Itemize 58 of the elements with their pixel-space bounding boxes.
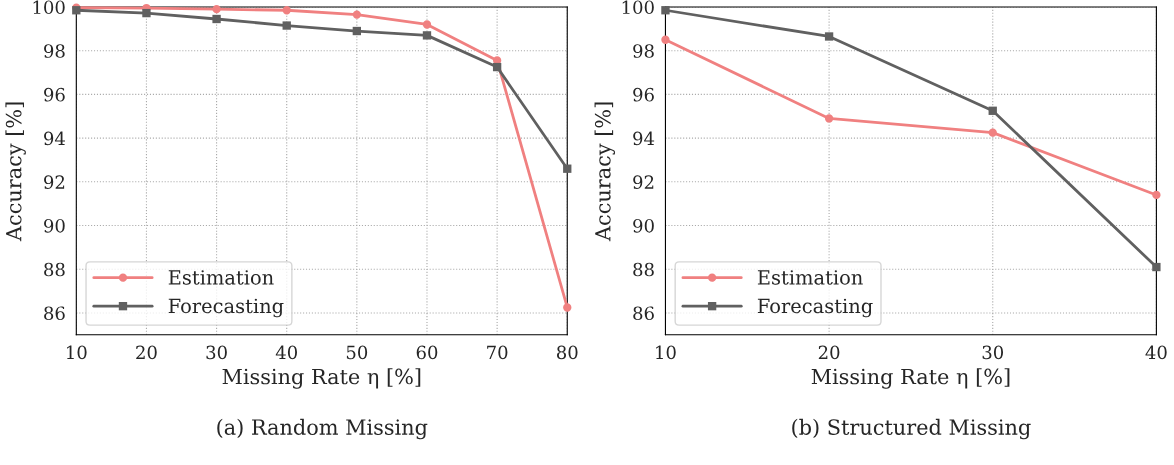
point: [824, 32, 834, 41]
x-tick-label: 80: [556, 345, 578, 360]
text: (b) Structured Missing: [792, 418, 1031, 440]
y-tick-label: 100: [33, 0, 65, 15]
point: [212, 14, 221, 24]
text: (a) Random Missing: [217, 418, 428, 440]
x-tick-label: 30: [206, 345, 227, 360]
y-tick-label: 94: [44, 131, 65, 146]
y-tick-label: 94: [633, 131, 655, 146]
point: [282, 21, 291, 30]
point: [282, 6, 291, 15]
y-tick-label: 86: [44, 306, 65, 321]
point: [422, 20, 432, 29]
y-axis-title: Accuracy [%]: [5, 102, 26, 242]
x-tick-label: 40: [1145, 345, 1167, 360]
x-tick-label: 10: [656, 345, 676, 360]
point: [1152, 190, 1161, 200]
x-axis-title: Missing Rate η [%]: [811, 368, 1010, 389]
x-tick-label: 60: [416, 345, 438, 360]
legend-label: Estimation: [168, 270, 274, 285]
legend-label: Estimation: [757, 270, 863, 285]
point: [824, 114, 834, 123]
y-tick-label: 90: [44, 218, 65, 233]
point: [212, 4, 221, 14]
y-tick-label: 90: [633, 218, 654, 233]
point: [352, 26, 362, 36]
point: [988, 106, 997, 115]
legend-label: Forecasting: [757, 298, 873, 318]
x-tick-label: 30: [982, 345, 1004, 360]
point: [142, 8, 151, 18]
point: [422, 31, 432, 40]
y-tick-label: 92: [44, 175, 65, 189]
point: [661, 6, 670, 15]
y-axis-title: Accuracy [%]: [594, 102, 616, 242]
x-axis-title: Missing Rate η [%]: [222, 368, 421, 389]
y-tick-label: 98: [633, 44, 654, 58]
x-tick-label: 20: [136, 345, 157, 360]
y-tick-label: 96: [633, 87, 654, 102]
y-tick-label: 96: [44, 87, 65, 102]
y-tick-label: 88: [633, 262, 654, 277]
y-tick-label: 88: [44, 262, 65, 277]
y-tick-label: 98: [44, 44, 65, 58]
point: [352, 10, 362, 19]
x-tick-label: 10: [67, 345, 87, 360]
y-tick-label: 100: [622, 0, 654, 15]
y-tick-label: 86: [633, 306, 654, 321]
point: [661, 35, 670, 44]
x-tick-label: 50: [346, 345, 368, 360]
x-tick-label: 40: [275, 345, 297, 360]
point: [492, 62, 502, 72]
point: [1152, 262, 1161, 272]
x-tick-label: 70: [487, 345, 508, 360]
point: [563, 303, 572, 312]
legend-label: Forecasting: [168, 298, 284, 318]
point: [563, 164, 572, 173]
point: [988, 128, 997, 137]
x-tick-label: 20: [818, 345, 840, 360]
y-tick-label: 92: [633, 175, 654, 189]
